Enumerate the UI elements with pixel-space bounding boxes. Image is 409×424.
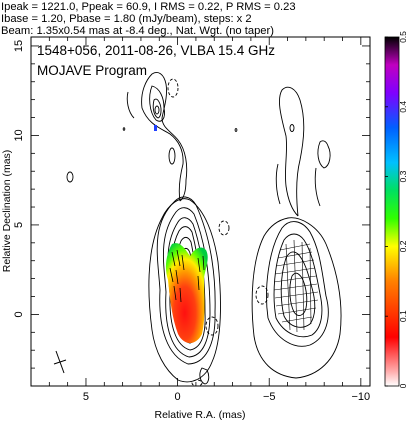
panel-title: 1548+056, 2011-08-26, VLBA 15.4 GHz: [37, 43, 275, 58]
negative-contours: [167, 78, 269, 386]
y-tick-label: 0: [13, 311, 25, 317]
evpa-vectors: [169, 249, 205, 303]
x-tick-label: −5: [263, 391, 276, 403]
x-tick-label: −10: [352, 391, 371, 403]
beam-ellipse-icon: [53, 350, 67, 374]
header-line-3: Beam: 1.35x0.54 mas at -8.4 deg., Nat. W…: [1, 25, 274, 37]
axis-ticks: 5 0 −5 −10 0 5 10 15 0 0.1 0.2 0.3 0.4 0.5: [13, 31, 408, 403]
colorbar-tick-label: 0.4: [398, 101, 408, 113]
right-panel-hatching: [273, 239, 319, 333]
y-tick-label: 15: [13, 40, 25, 52]
x-tick-label: 0: [175, 391, 181, 403]
colorbar-tick-label: 0.2: [398, 240, 408, 252]
polarization-contours: [234, 86, 342, 379]
colorbar-tick-label: 0.3: [398, 170, 408, 182]
colorbar: [384, 36, 400, 387]
polarization-colour-map: [154, 125, 208, 343]
colorbar-tick-label: 0.1: [398, 310, 408, 322]
panel-subtitle: MOJAVE Program: [37, 63, 147, 78]
y-tick-label: 10: [13, 129, 25, 141]
y-tick-label: 5: [13, 222, 25, 228]
map-area: [53, 72, 342, 386]
header-line-2: Ibase = 1.20, Pbase = 1.80 (mJy/beam), s…: [1, 13, 252, 25]
x-tick-label: 5: [83, 391, 89, 403]
y-axis-title: Relative Declination (mas): [1, 150, 13, 273]
x-axis-title: Relative R.A. (mas): [154, 409, 245, 421]
colorbar-tick-label: 0: [398, 383, 408, 388]
colorbar-tick-label: 0.5: [398, 31, 408, 43]
header-line-1: Ipeak = 1221.0, Ppeak = 60.9, I RMS = 0.…: [1, 1, 296, 13]
